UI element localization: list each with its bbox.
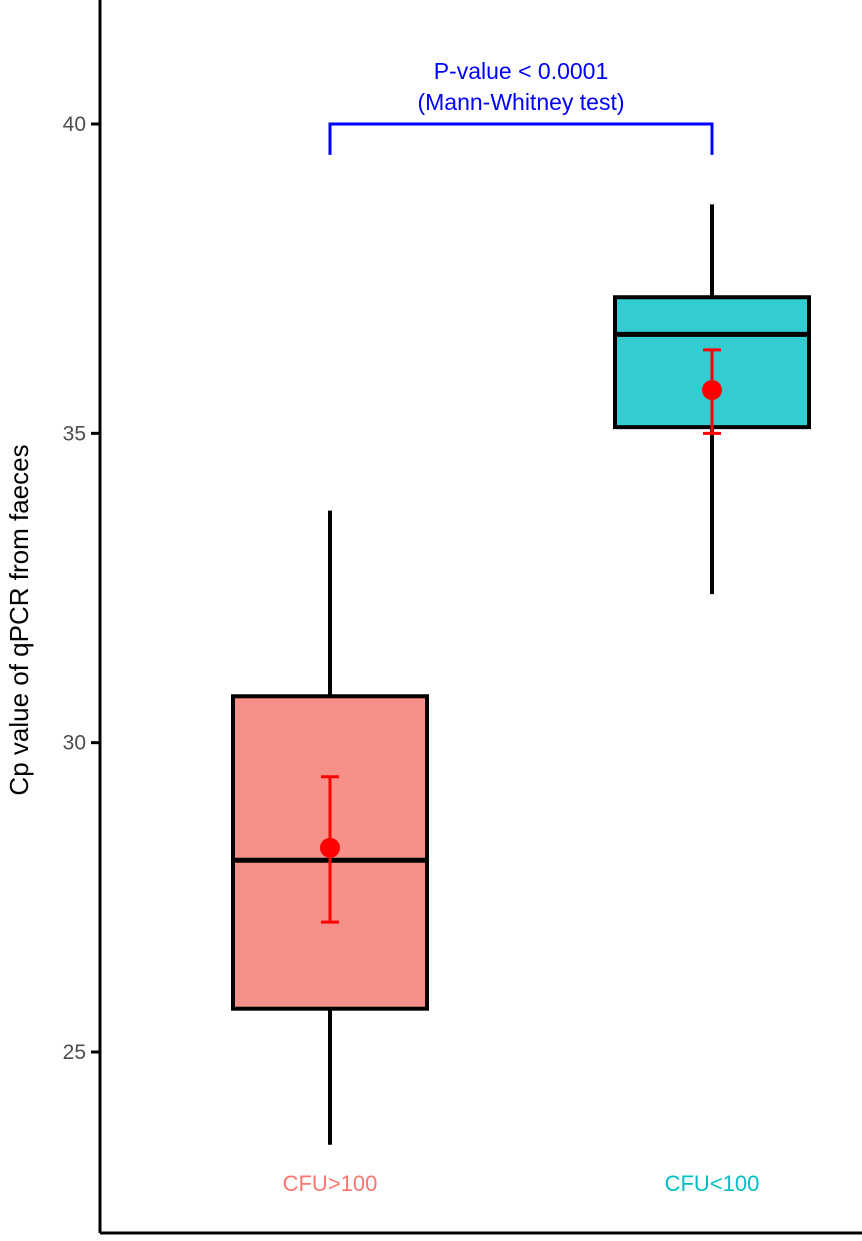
- category-label-cfu-gt-100: CFU>100: [283, 1171, 378, 1196]
- annotation-p-value: P-value < 0.0001: [434, 58, 609, 84]
- y-axis-label: Cp value of qPCR from faeces: [4, 444, 34, 795]
- significance-bracket: [328, 122, 714, 155]
- category-label-cfu-lt-100: CFU<100: [665, 1171, 760, 1196]
- mean-point-cfu-lt-100: [702, 380, 722, 401]
- y-tick-label-35: 35: [63, 422, 86, 445]
- y-tick-label-25: 25: [63, 1041, 86, 1064]
- plot-area: CFU>100 CFU<100: [231, 122, 811, 1196]
- annotation-test-name: (Mann-Whitney test): [417, 89, 624, 115]
- mean-point-cfu-gt-100: [320, 837, 340, 858]
- y-tick-label-30: 30: [63, 732, 86, 755]
- y-tick-label-40: 40: [63, 113, 86, 136]
- axes: 25 30 35 40: [63, 0, 862, 1235]
